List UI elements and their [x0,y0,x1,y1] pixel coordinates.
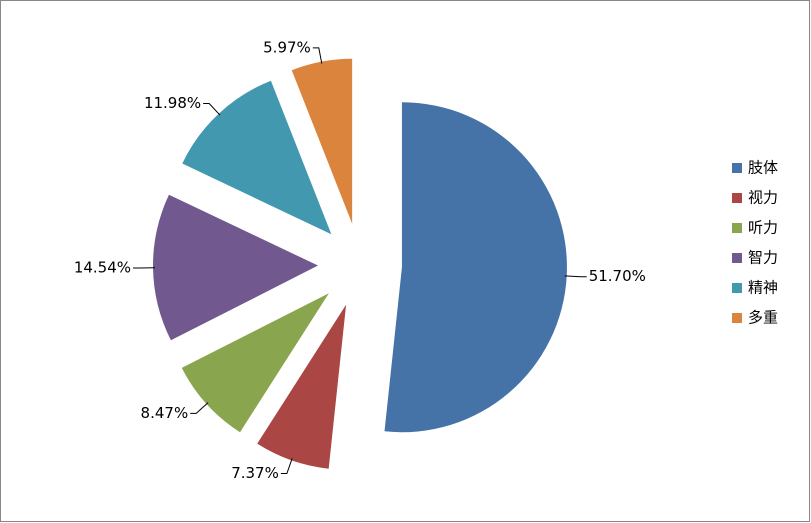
data-label: 51.70% [589,267,646,285]
leader-line [203,102,221,116]
leader-line [280,458,293,475]
leader-line [564,275,587,278]
legend-swatch [732,313,742,323]
pie-slice [291,58,353,224]
data-label: 11.98% [144,94,201,112]
data-label: 7.37% [231,464,279,482]
pie-slice [257,304,347,469]
legend-swatch [732,163,742,173]
legend-label: 精神 [748,279,778,297]
data-label: 14.54% [74,258,131,276]
pie-slice [181,293,329,433]
legend-swatch [732,223,742,233]
legend-swatch [732,283,742,293]
data-label: 5.97% [263,38,311,56]
pie-slice [182,80,332,235]
legend-label: 肢体 [748,159,778,177]
legend-label: 视力 [748,189,778,207]
legend-swatch [732,193,742,203]
legend-label: 智力 [748,249,778,267]
leader-line [190,402,209,414]
legend-label: 多重 [748,309,778,327]
pie-slice [384,102,567,433]
leader-line [312,47,323,64]
legend-label: 听力 [748,219,778,237]
pie-slice [153,194,319,341]
legend-swatch [732,253,742,263]
data-label: 8.47% [141,404,189,422]
